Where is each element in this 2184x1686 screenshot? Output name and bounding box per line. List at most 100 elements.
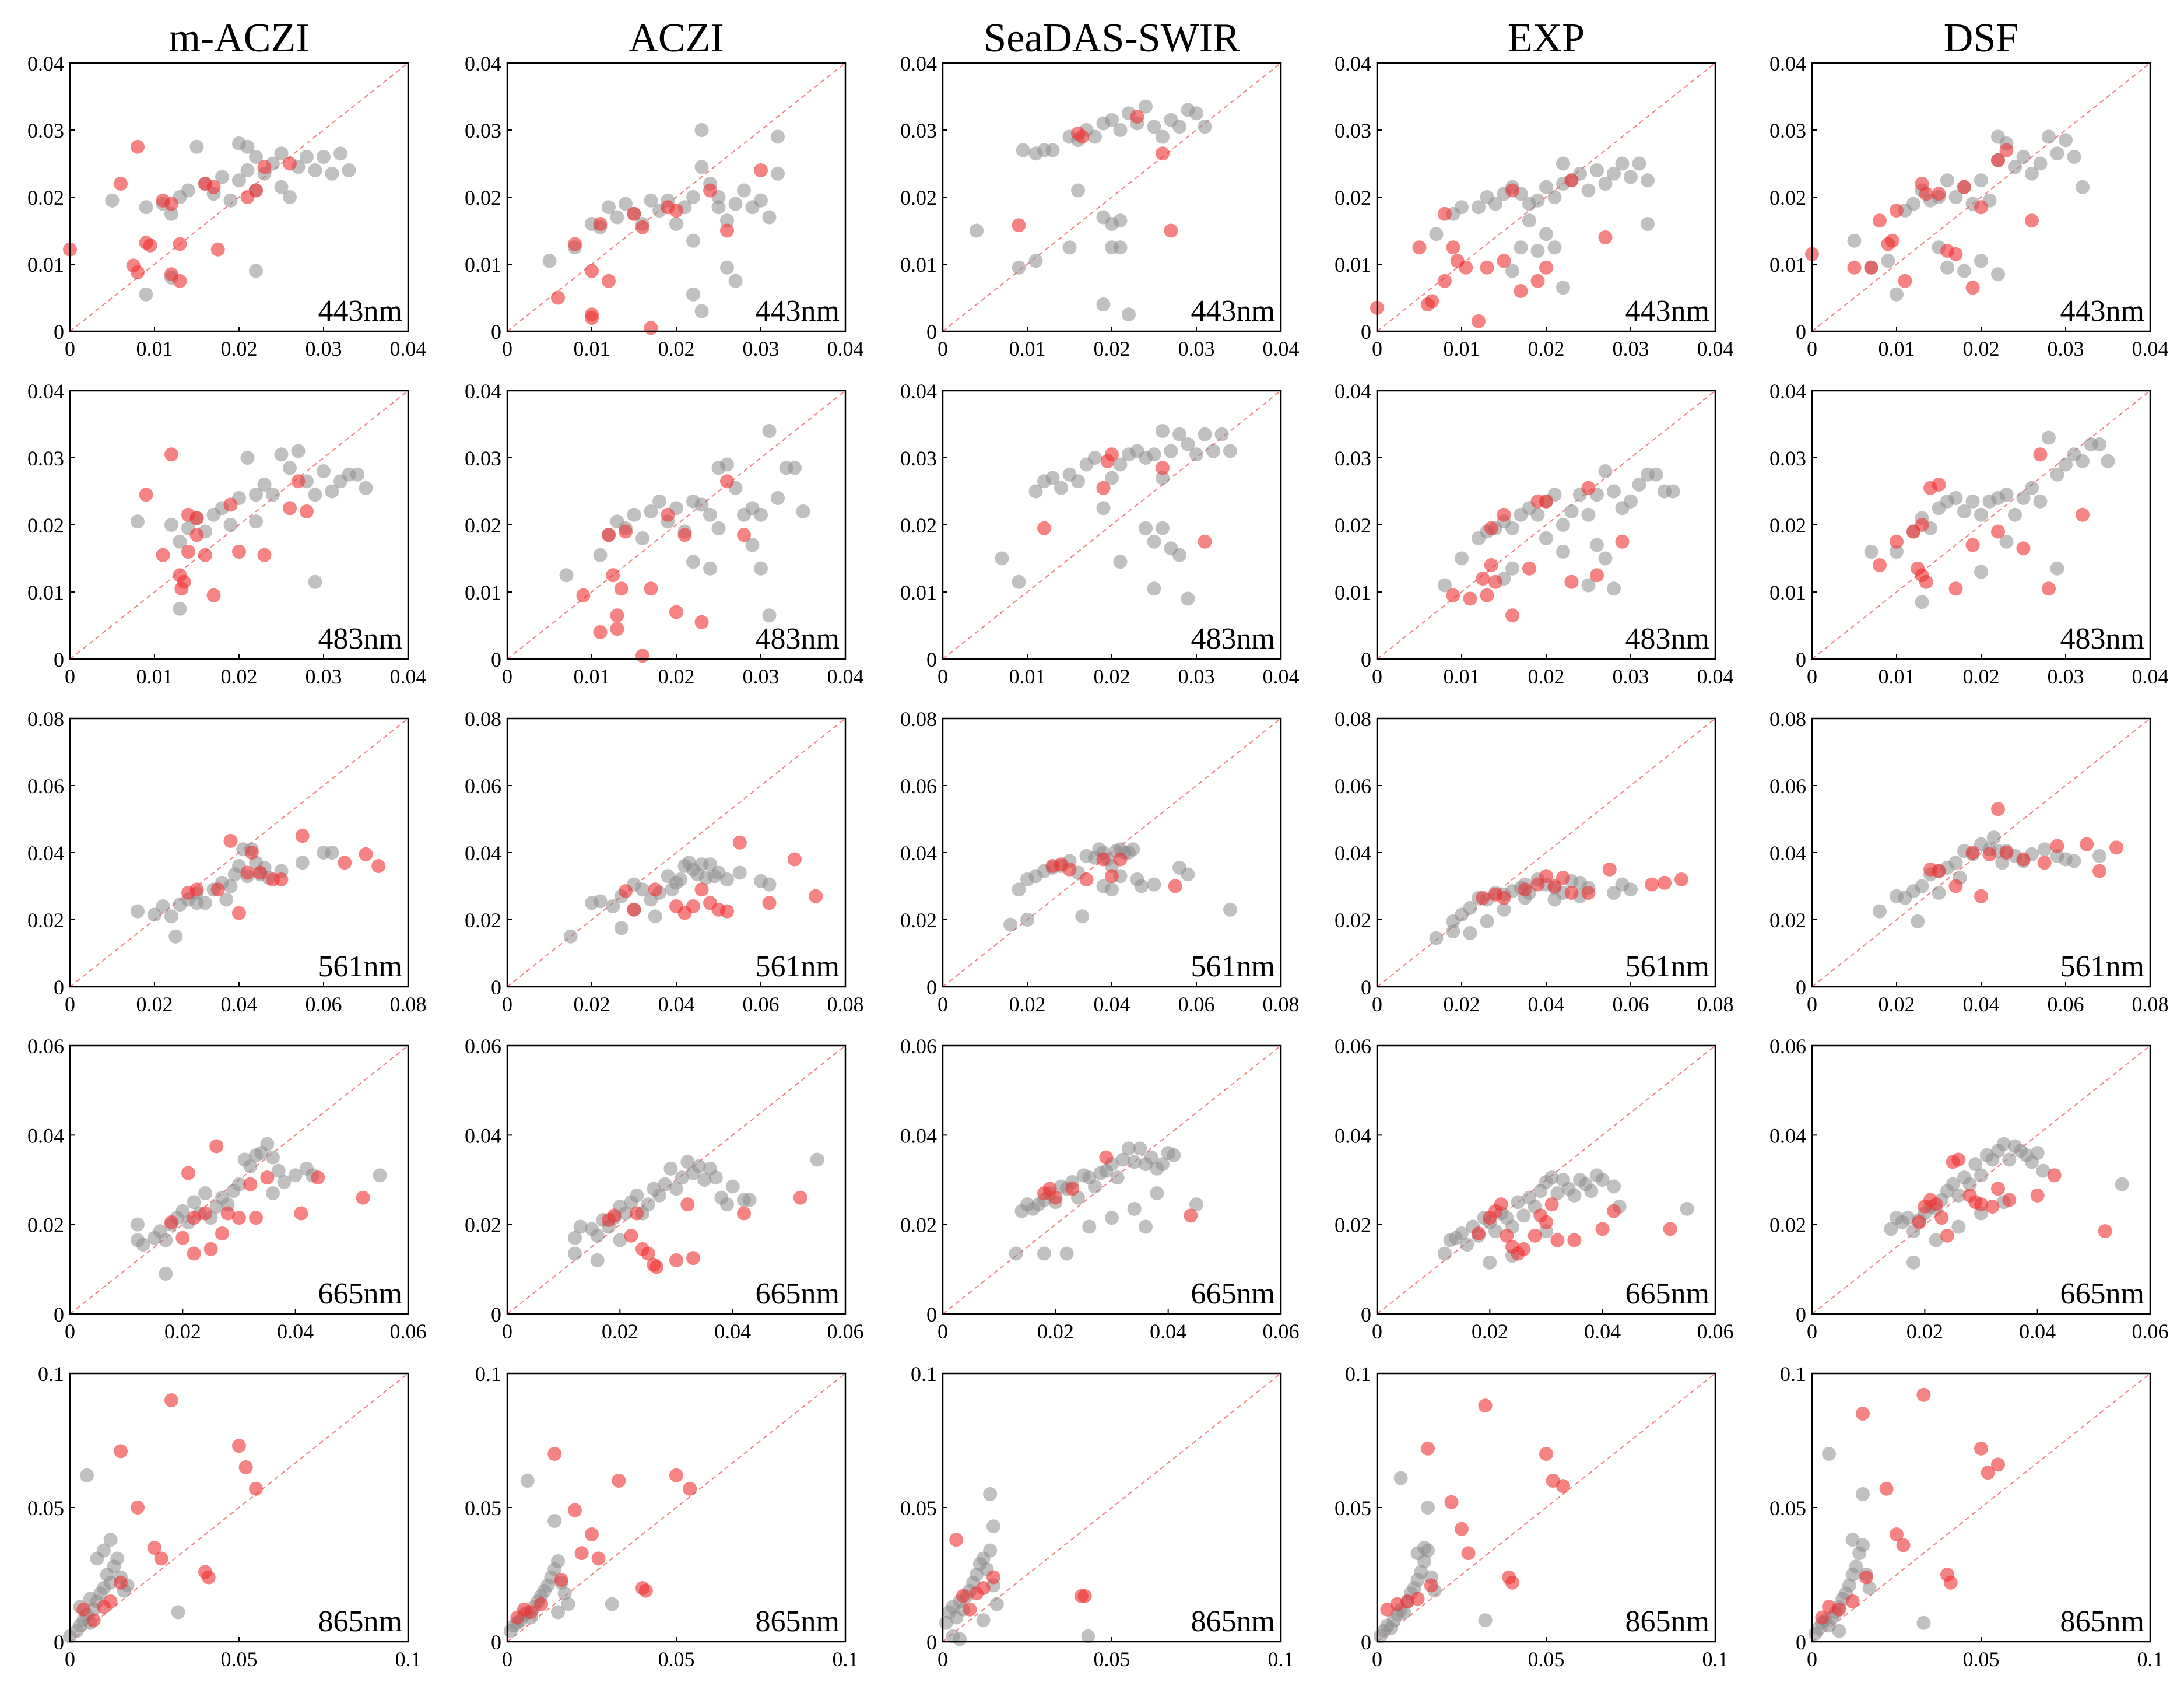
red-point-13 bbox=[720, 474, 734, 489]
red-point-5 bbox=[610, 608, 624, 623]
y-tick-label: 0.03 bbox=[900, 119, 937, 142]
gray-point-33 bbox=[1105, 1211, 1119, 1225]
gray-point-29 bbox=[720, 260, 734, 275]
gray-point-10 bbox=[1965, 494, 1980, 509]
red-point-15 bbox=[2076, 507, 2090, 522]
gray-point-2 bbox=[593, 894, 608, 909]
red-point-17 bbox=[257, 160, 272, 174]
one-to-one-line bbox=[69, 62, 409, 332]
red-point-11 bbox=[173, 237, 187, 251]
gray-point-13 bbox=[110, 1551, 125, 1566]
gray-point-14 bbox=[274, 447, 289, 462]
red-point-13 bbox=[1957, 180, 1971, 194]
y-tick-label: 0.01 bbox=[900, 253, 937, 276]
red-point-1 bbox=[627, 902, 641, 917]
red-point-7 bbox=[1168, 879, 1182, 893]
gray-point-1 bbox=[1012, 260, 1026, 275]
red-point-11 bbox=[737, 1206, 751, 1221]
gray-point-22 bbox=[295, 856, 310, 870]
red-point-11 bbox=[669, 605, 683, 619]
gray-point-0 bbox=[559, 568, 574, 583]
gray-point-9 bbox=[215, 170, 229, 184]
gray-point-32 bbox=[613, 1233, 627, 1247]
gray-point-14 bbox=[240, 163, 255, 177]
red-point-9 bbox=[720, 904, 734, 919]
x-tick-label: 0.08 bbox=[1697, 993, 1734, 1016]
y-tick-label: 0.04 bbox=[465, 1124, 501, 1147]
gray-point-24 bbox=[708, 1170, 723, 1185]
red-point-0 bbox=[1446, 588, 1460, 602]
gray-point-11 bbox=[1539, 180, 1553, 194]
y-tick-label: 0.03 bbox=[1335, 447, 1371, 470]
red-point-9 bbox=[1522, 561, 1536, 576]
one-to-one-line bbox=[942, 390, 1281, 660]
red-point-8 bbox=[189, 528, 204, 542]
gray-point-25 bbox=[754, 193, 768, 208]
gray-point-20 bbox=[1607, 166, 1621, 181]
one-to-one-line bbox=[1811, 390, 2151, 660]
gray-point-25 bbox=[1666, 484, 1680, 499]
gray-point-11 bbox=[1946, 1177, 1960, 1191]
gray-point-7 bbox=[1071, 474, 1085, 489]
y-tick-label: 0.1 bbox=[1780, 1362, 1806, 1386]
gray-point-27 bbox=[1957, 264, 1971, 278]
gray-point-14 bbox=[686, 190, 700, 204]
gray-point-25 bbox=[762, 877, 777, 892]
y-tick-label: 0.01 bbox=[1335, 581, 1371, 604]
gray-point-20 bbox=[80, 1468, 94, 1482]
gray-point-23 bbox=[83, 1592, 97, 1606]
gray-point-12 bbox=[1849, 1559, 1863, 1574]
red-point-12 bbox=[694, 615, 709, 629]
gray-point-27 bbox=[249, 514, 263, 529]
gray-point-18 bbox=[97, 1543, 111, 1558]
red-point-5 bbox=[1198, 534, 1212, 549]
red-point-8 bbox=[669, 1253, 683, 1267]
red-point-13 bbox=[232, 545, 246, 559]
y-tick-label: 0.02 bbox=[1335, 1214, 1371, 1237]
y-tick-label: 0.08 bbox=[900, 707, 937, 731]
gray-point-32 bbox=[1514, 240, 1528, 255]
y-tick-label: 0.02 bbox=[1335, 514, 1371, 537]
gray-point-19 bbox=[317, 464, 331, 478]
gray-point-21 bbox=[605, 1597, 619, 1611]
gray-point-24 bbox=[1641, 173, 1655, 188]
gray-point-19 bbox=[1081, 1629, 1095, 1643]
y-tick-label: 0 bbox=[1361, 976, 1371, 999]
gray-point-29 bbox=[1189, 1197, 1203, 1212]
gray-point-21 bbox=[754, 507, 768, 522]
y-tick-label: 0.04 bbox=[1769, 52, 1806, 75]
y-tick-label: 0.03 bbox=[1769, 119, 1806, 142]
red-point-8 bbox=[1932, 478, 1946, 492]
gray-point-17 bbox=[547, 1514, 562, 1528]
gray-point-3 bbox=[164, 909, 178, 924]
gray-point-2 bbox=[173, 534, 187, 549]
red-point-4 bbox=[1856, 1407, 1870, 1421]
y-tick-label: 0.02 bbox=[1335, 909, 1371, 932]
gray-point-24 bbox=[1062, 240, 1077, 255]
x-tick-label: 0.03 bbox=[1178, 337, 1215, 360]
gray-point-26 bbox=[189, 896, 204, 910]
y-tick-label: 0.06 bbox=[1335, 1035, 1371, 1058]
red-point-2 bbox=[624, 1228, 638, 1243]
y-tick-label: 0.06 bbox=[465, 774, 501, 798]
gray-point-29 bbox=[1105, 217, 1119, 231]
gray-point-31 bbox=[1607, 581, 1621, 596]
gray-point-16 bbox=[694, 160, 709, 174]
y-tick-label: 0.03 bbox=[27, 447, 64, 470]
column-title-2: SeaDAS-SWIR bbox=[984, 16, 1240, 61]
panel-r2-c0: 00 0.02 0.02 0.04 0.04 0.06 0.06 0.08 0.08 561nm bbox=[27, 707, 427, 1016]
gray-point-30 bbox=[810, 1152, 824, 1167]
red-point-12 bbox=[2092, 864, 2106, 878]
x-tick-label: 0.04 bbox=[1263, 337, 1300, 360]
y-tick-label: 0.03 bbox=[465, 447, 501, 470]
gray-point-28 bbox=[1156, 521, 1170, 535]
y-tick-label: 0.1 bbox=[1345, 1362, 1371, 1386]
gray-point-27 bbox=[1147, 534, 1161, 549]
gray-point-22 bbox=[260, 1137, 275, 1151]
band-label: 443nm bbox=[756, 295, 840, 328]
red-point-5 bbox=[240, 865, 255, 880]
gray-point-12 bbox=[1556, 518, 1570, 532]
red-point-9 bbox=[680, 1197, 695, 1212]
gray-point-22 bbox=[1198, 427, 1212, 441]
red-point-17 bbox=[1598, 230, 1613, 244]
